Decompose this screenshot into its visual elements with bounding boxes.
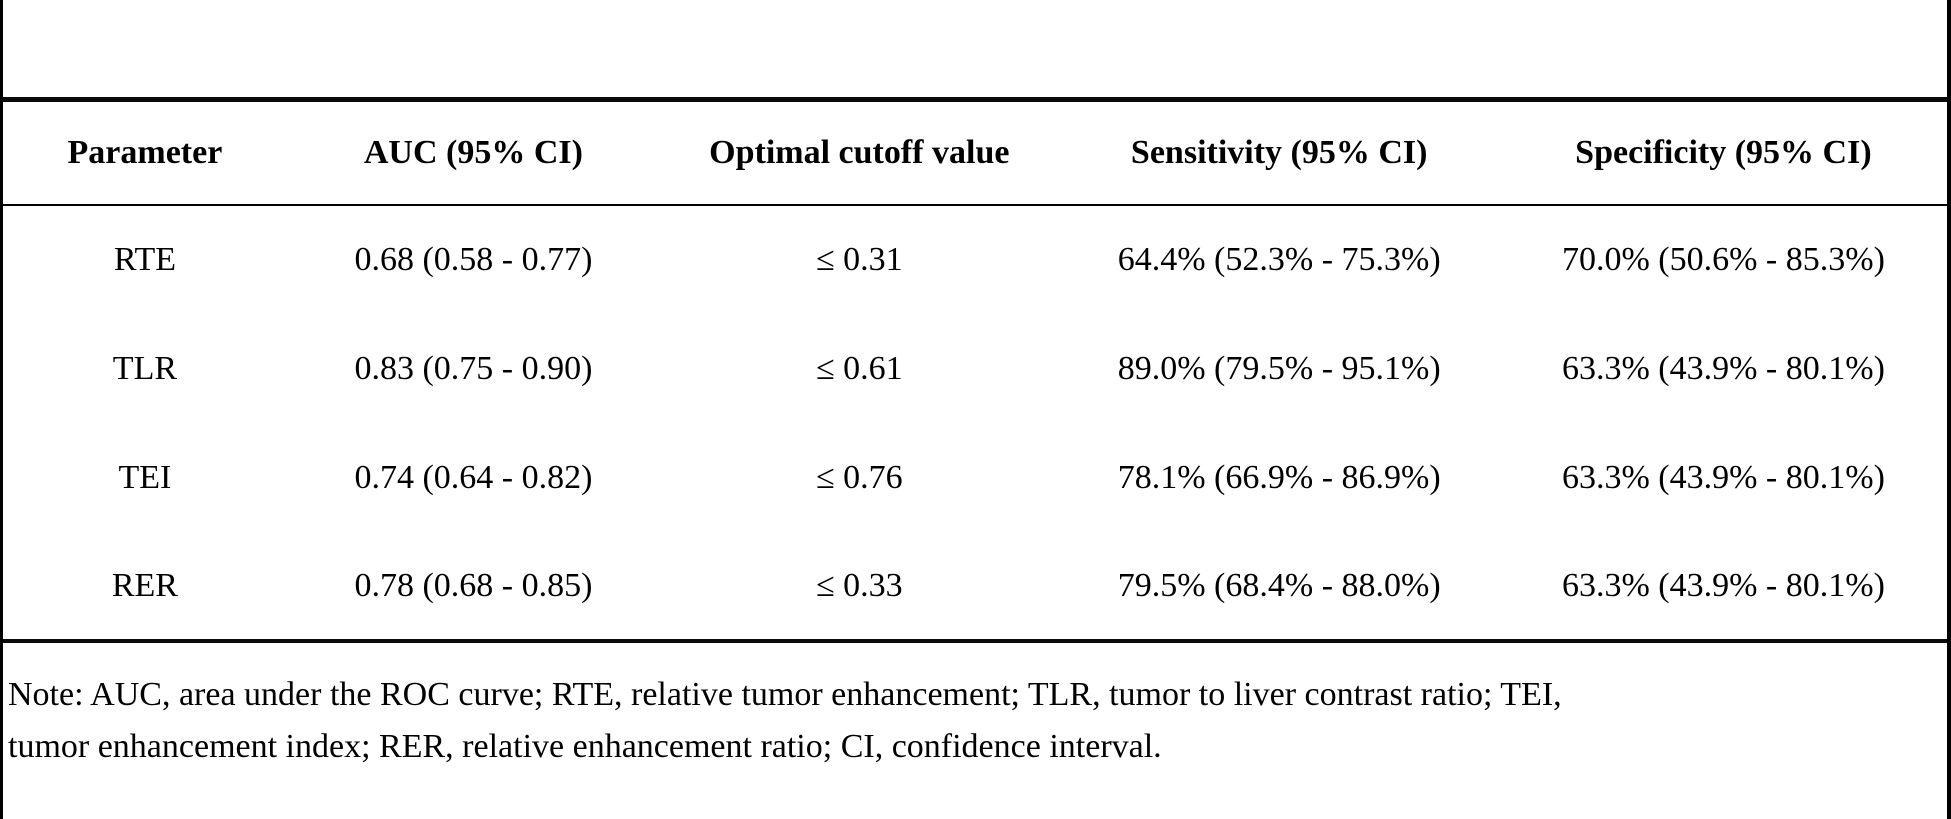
cell-specificity: 63.3% (43.9% - 80.1%) bbox=[1499, 532, 1947, 643]
cell-parameter: RTE bbox=[113, 241, 176, 278]
cell-auc: 0.74 (0.64 - 0.82) bbox=[354, 458, 593, 496]
column-header-parameter: Parameter bbox=[3, 102, 287, 206]
column-header-auc: AUC (95% CI) bbox=[286, 102, 661, 206]
cell-auc: 0.78 (0.68 - 0.85) bbox=[286, 532, 661, 643]
cell-cutoff: ≤ 0.33 bbox=[660, 532, 1059, 643]
roc-analysis-table: Parameter AUC (95% CI) Optimal cutoff va… bbox=[3, 102, 1947, 643]
cell-parameter: TEI bbox=[118, 458, 172, 496]
cell-parameter: TLR bbox=[112, 349, 178, 387]
cell-specificity: 63.3% (43.9% - 80.1%) bbox=[1561, 458, 1885, 496]
cell-specificity: 70.0% (50.6% - 85.3%) bbox=[1561, 241, 1885, 278]
table-caption-space bbox=[3, 0, 1947, 102]
cell-sensitivity: 89.0% (79.5% - 95.1%) bbox=[1117, 349, 1441, 387]
table-note-line-2: tumor enhancement index; RER, relative e… bbox=[8, 728, 1162, 765]
cell-sensitivity: 64.4% (52.3% - 75.3%) bbox=[1117, 241, 1441, 278]
cell-auc: 0.68 (0.58 - 0.77) bbox=[354, 241, 593, 278]
table-row-rte: RTE 0.68 (0.58 - 0.77) ≤ 0.31 64.4% (52.… bbox=[3, 205, 1947, 314]
cell-cutoff: ≤ 0.76 bbox=[815, 458, 903, 496]
table-row-rer: RER 0.78 (0.68 - 0.85) ≤ 0.33 79.5% (68.… bbox=[3, 532, 1947, 643]
cell-auc: 0.83 (0.75 - 0.90) bbox=[354, 349, 593, 387]
cell-specificity: 63.3% (43.9% - 80.1%) bbox=[1561, 349, 1885, 387]
table-row-tlr: TLR 0.83 (0.75 - 0.90) ≤ 0.61 89.0% (79.… bbox=[3, 314, 1947, 423]
cell-cutoff: ≤ 0.31 bbox=[815, 241, 903, 278]
table-header-row: Parameter AUC (95% CI) Optimal cutoff va… bbox=[3, 102, 1947, 206]
cell-parameter: RER bbox=[3, 532, 287, 643]
table-note-line-1: Note: AUC, area under the ROC curve; RTE… bbox=[8, 676, 1562, 713]
cell-cutoff: ≤ 0.61 bbox=[815, 349, 903, 387]
cell-sensitivity: 78.1% (66.9% - 86.9%) bbox=[1117, 458, 1441, 496]
column-header-sensitivity: Sensitivity (95% CI) bbox=[1058, 102, 1500, 206]
table-row-tei: TEI 0.74 (0.64 - 0.82) ≤ 0.76 78.1% (66.… bbox=[3, 423, 1947, 532]
cell-sensitivity: 79.5% (68.4% - 88.0%) bbox=[1058, 532, 1500, 643]
column-header-specificity: Specificity (95% CI) bbox=[1499, 102, 1947, 206]
column-header-cutoff: Optimal cutoff value bbox=[660, 102, 1059, 206]
table-note: Note: AUC, area under the ROC curve; RTE… bbox=[3, 643, 1947, 773]
